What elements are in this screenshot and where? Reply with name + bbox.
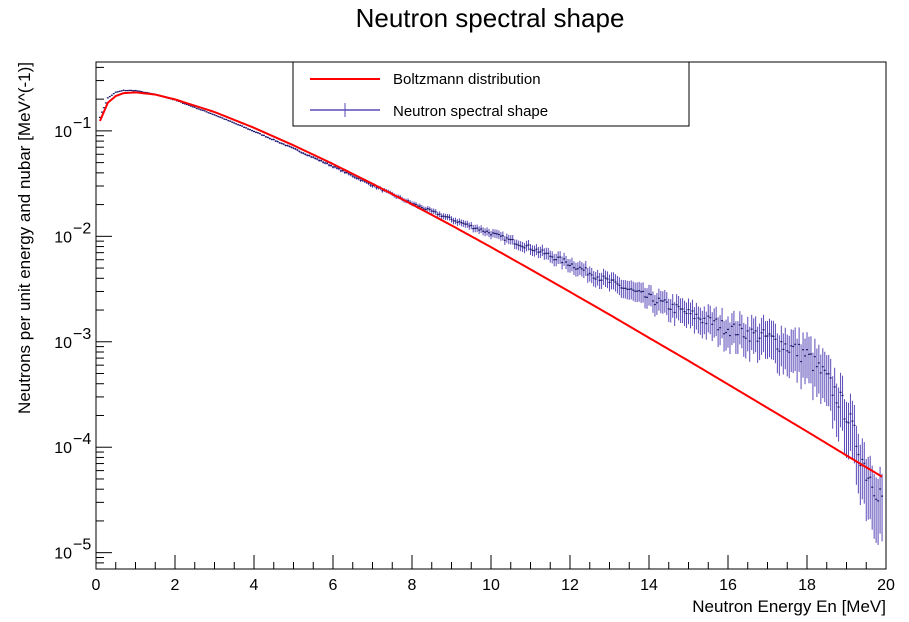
x-tick-label: 0 <box>92 577 101 594</box>
y-tick-label: 10 <box>54 546 72 563</box>
y-tick-label: 10 <box>54 124 72 141</box>
series-line-boltzmann <box>99 91 883 478</box>
plot-area <box>98 89 884 545</box>
y-tick-exponent: −4 <box>73 431 91 448</box>
x-tick-label: 20 <box>877 577 895 594</box>
x-tick-label: 18 <box>798 577 816 594</box>
x-axis-label: Neutron Energy En [MeV] <box>692 597 886 616</box>
y-tick-exponent: −2 <box>73 220 91 237</box>
y-tick-label: 10 <box>54 229 72 246</box>
chart-title: Neutron spectral shape <box>356 3 625 33</box>
legend-label-boltzmann: Boltzmann distribution <box>393 71 541 88</box>
legend-box <box>292 61 690 127</box>
legend-label-neutron: Neutron spectral shape <box>393 103 548 120</box>
plot-frame <box>95 61 887 570</box>
x-tick-label: 6 <box>329 577 338 594</box>
y-tick-exponent: −1 <box>73 115 91 132</box>
legend: Boltzmann distribution Neutron spectral … <box>292 61 690 127</box>
x-tick-label: 14 <box>640 577 658 594</box>
y-tick-exponent: −5 <box>73 537 91 554</box>
x-tick-label: 12 <box>561 577 579 594</box>
x-tick-label: 8 <box>408 577 417 594</box>
x-tick-label: 10 <box>482 577 500 594</box>
y-tick-label: 10 <box>54 335 72 352</box>
y-axis-label: Neutrons per unit energy and nubar [MeV^… <box>15 62 34 414</box>
y-tick-exponent: −3 <box>73 326 91 343</box>
x-tick-label: 2 <box>171 577 180 594</box>
y-tick-label: 10 <box>54 440 72 457</box>
x-tick-label: 16 <box>719 577 737 594</box>
x-tick-label: 4 <box>250 577 259 594</box>
